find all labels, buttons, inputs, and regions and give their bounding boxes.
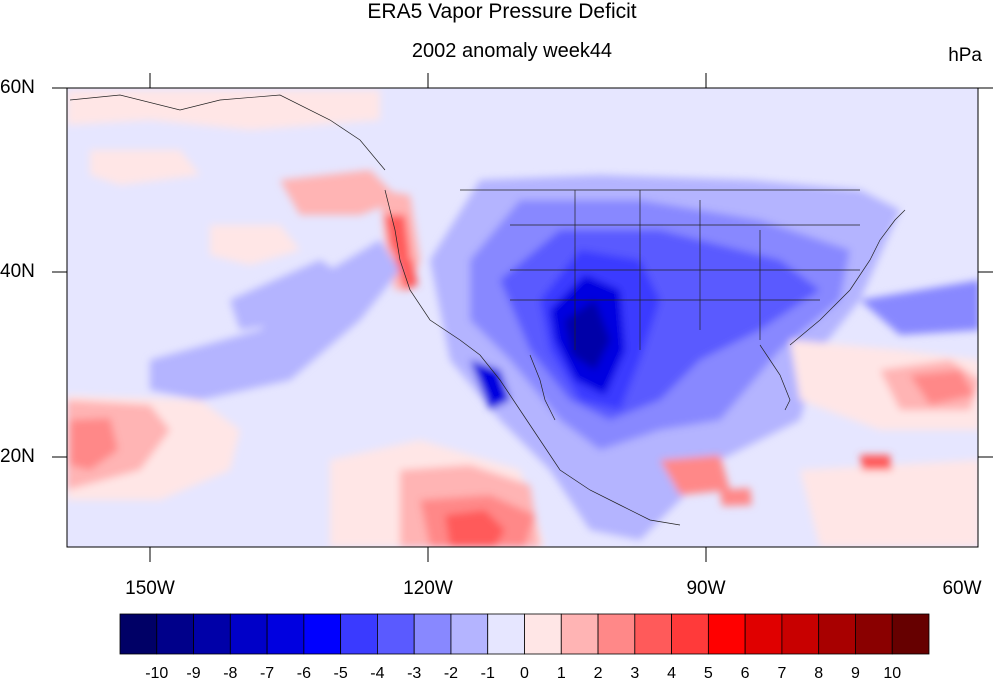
colorbar-label: 4 xyxy=(667,665,676,681)
colorbar-swatch xyxy=(707,613,746,655)
colorbar-swatch xyxy=(524,613,562,655)
colorbar-label: 10 xyxy=(883,665,901,681)
colorbar-label: -3 xyxy=(407,665,421,681)
colorbar-label: -10 xyxy=(145,665,168,681)
colorbar-swatch xyxy=(891,613,930,655)
map-subtitle: 2002 anomaly week44 xyxy=(411,40,613,62)
colorbar-label: -1 xyxy=(481,665,495,681)
colorbar-swatch xyxy=(560,613,599,655)
map-title: ERA5 Vapor Pressure Deficit xyxy=(367,0,637,23)
colorbar-label: -5 xyxy=(334,665,348,681)
colorbar-label: 6 xyxy=(741,665,750,681)
lon-label-120w: 120W xyxy=(403,578,453,599)
colorbar-swatch xyxy=(597,613,636,655)
colorbar-label: -9 xyxy=(186,665,200,681)
colorbar-swatch xyxy=(119,613,158,655)
lon-label-150w: 150W xyxy=(125,578,175,599)
colorbar-label: 9 xyxy=(851,665,860,681)
colorbar-swatch xyxy=(855,613,893,655)
colorbar-label: 1 xyxy=(557,665,566,681)
colorbar-label: 7 xyxy=(777,665,786,681)
colorbar-swatch xyxy=(340,613,378,655)
axis-ticks xyxy=(52,73,993,562)
lon-label-60w: 60W xyxy=(942,578,982,599)
colorbar-swatch xyxy=(156,613,194,655)
lat-label-40n: 40N xyxy=(0,261,35,282)
units-label: hPa xyxy=(948,45,982,66)
lat-label-60n: 60N xyxy=(0,77,35,98)
colorbar-swatch xyxy=(671,613,709,655)
colorbar-label: 5 xyxy=(704,665,713,681)
colorbar-swatch xyxy=(413,613,452,655)
colorbar-label: 8 xyxy=(814,665,823,681)
anomaly-field xyxy=(67,88,978,547)
coastlines xyxy=(69,94,906,526)
colorbar-swatch xyxy=(377,613,415,655)
colorbar-swatch xyxy=(634,613,672,655)
colorbar-label: -4 xyxy=(370,665,384,681)
colorbar-swatch xyxy=(193,613,231,655)
colorbar-label: -8 xyxy=(223,665,237,681)
colorbar-label: 2 xyxy=(594,665,603,681)
map-frame xyxy=(66,87,979,548)
colorbar-swatch xyxy=(303,613,342,655)
colorbar-swatch xyxy=(266,613,305,655)
colorbar-swatch xyxy=(818,613,856,655)
colorbar-swatch xyxy=(229,613,268,655)
colorbar-label: -2 xyxy=(444,665,458,681)
colorbar-swatch xyxy=(744,613,783,655)
colorbar-swatch xyxy=(487,613,525,655)
colorbar-swatch xyxy=(450,613,489,655)
lon-label-90w: 90W xyxy=(686,578,726,599)
colorbar-swatch xyxy=(781,613,820,655)
lat-label-20n: 20N xyxy=(0,446,35,467)
colorbar-label: -7 xyxy=(260,665,274,681)
colorbar-label: 0 xyxy=(520,665,529,681)
colorbar-label: -6 xyxy=(297,665,311,681)
colorbar-label: 3 xyxy=(630,665,639,681)
